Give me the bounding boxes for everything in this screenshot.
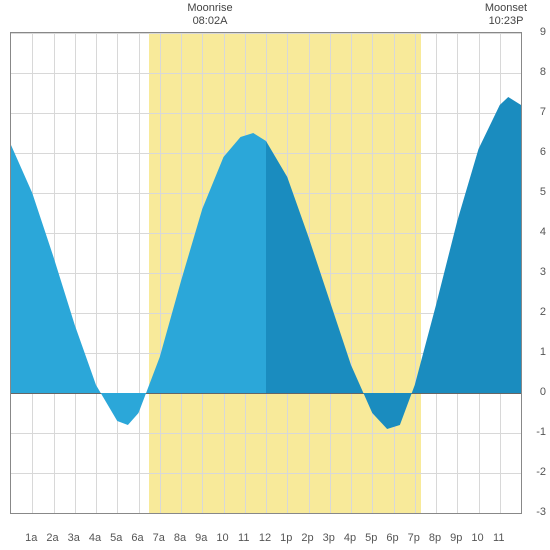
y-tick-label: 0 — [540, 386, 546, 398]
x-tick-label: 10 — [216, 532, 228, 544]
moonrise-title: Moonrise — [170, 2, 250, 14]
x-tick-label: 11 — [493, 532, 504, 544]
x-tick-label: 7a — [153, 532, 165, 544]
moonset-title: Moonset — [466, 2, 546, 14]
y-tick-label: 8 — [540, 66, 546, 78]
y-tick-label: 7 — [540, 106, 546, 118]
x-tick-label: 6p — [386, 532, 398, 544]
x-tick-label: 2p — [301, 532, 313, 544]
y-tick-label: 9 — [540, 26, 546, 38]
y-tick-label: 2 — [540, 306, 546, 318]
x-tick-label: 8a — [174, 532, 186, 544]
y-tick-label: -1 — [536, 426, 546, 438]
x-tick-label: 1p — [280, 532, 292, 544]
tide-area — [11, 33, 521, 513]
y-tick-label: 1 — [540, 346, 546, 358]
x-tick-label: 8p — [429, 532, 441, 544]
moonset-time: 10:23P — [466, 15, 546, 27]
y-tick-label: 6 — [540, 146, 546, 158]
x-tick-label: 2a — [46, 532, 58, 544]
x-tick-label: 5p — [365, 532, 377, 544]
y-tick-label: 3 — [540, 266, 546, 278]
tide-chart-container: Moonrise 08:02A Moonset 10:23P -3-2-1012… — [0, 0, 550, 550]
x-tick-label: 4p — [344, 532, 356, 544]
x-tick-label: 5a — [110, 532, 122, 544]
x-tick-label: 11 — [238, 532, 249, 544]
moonrise-time: 08:02A — [170, 15, 250, 27]
tide-plot-area — [10, 32, 522, 514]
x-tick-label: 9a — [195, 532, 207, 544]
x-tick-label: 12 — [259, 532, 271, 544]
y-tick-label: -3 — [536, 506, 546, 518]
x-tick-label: 4a — [89, 532, 101, 544]
y-tick-label: 4 — [540, 226, 546, 238]
y-tick-label: -2 — [536, 466, 546, 478]
x-tick-label: 3p — [323, 532, 335, 544]
y-tick-label: 5 — [540, 186, 546, 198]
x-tick-label: 1a — [25, 532, 37, 544]
x-tick-label: 10 — [471, 532, 483, 544]
x-tick-label: 7p — [408, 532, 420, 544]
x-tick-label: 6a — [131, 532, 143, 544]
x-tick-label: 3a — [68, 532, 80, 544]
x-tick-label: 9p — [450, 532, 462, 544]
